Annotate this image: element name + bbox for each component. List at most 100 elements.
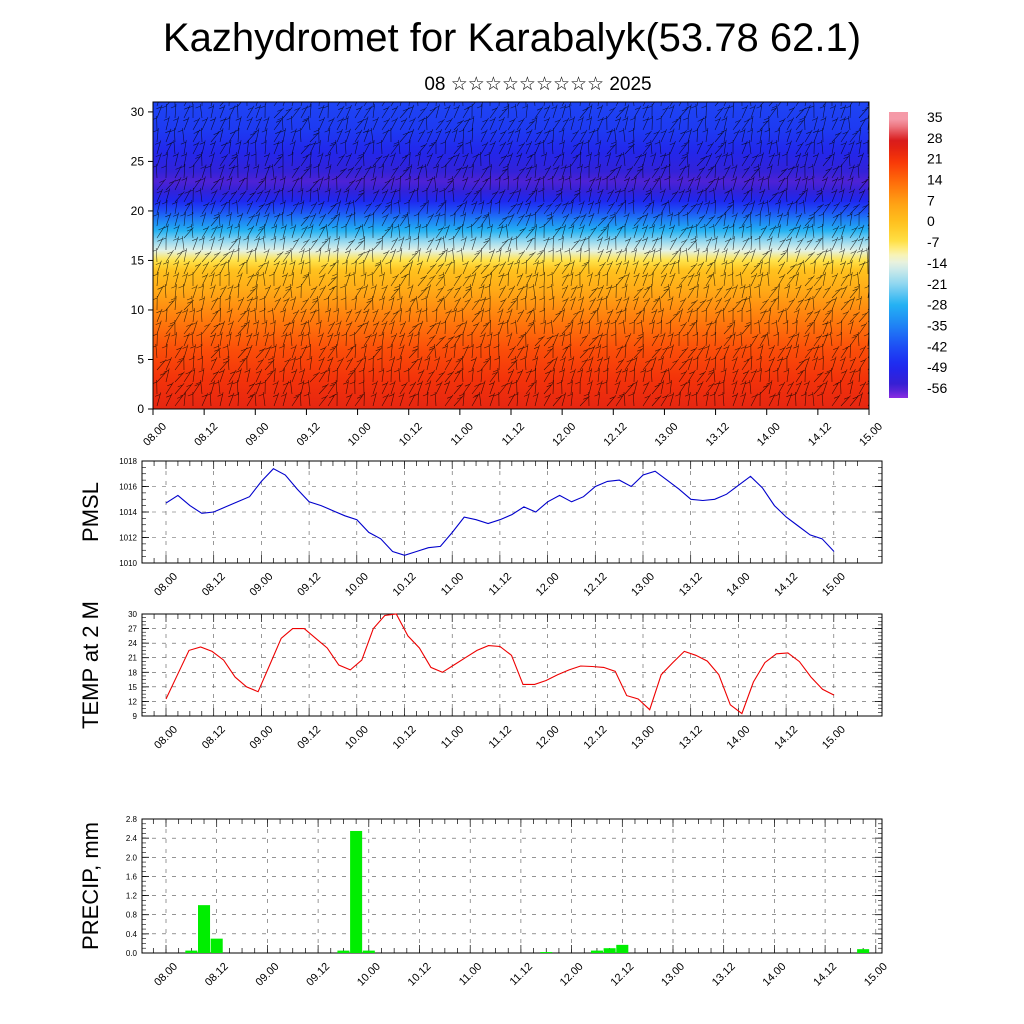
precip-bar bbox=[350, 830, 363, 953]
colorbar-label: -56 bbox=[927, 380, 947, 396]
precip-bar bbox=[603, 948, 616, 953]
x-tick-label: 11.12 bbox=[487, 571, 514, 598]
x-tick-label: 12.12 bbox=[581, 571, 609, 599]
colorbar-label: -7 bbox=[927, 234, 940, 250]
x-tick-label: 11.00 bbox=[457, 961, 484, 988]
x-tick-label: 13.12 bbox=[704, 421, 732, 449]
precip-bar bbox=[540, 952, 553, 953]
x-tick-label: 09.12 bbox=[304, 961, 332, 989]
chart-title: Kazhydromet for Karabalyk(53.78 62.1) bbox=[162, 16, 862, 60]
x-tick-label: 09.12 bbox=[295, 571, 323, 599]
x-tick-label: 13.12 bbox=[677, 571, 705, 599]
wind-barbs bbox=[153, 102, 869, 407]
y-tick-label: 0.8 bbox=[126, 911, 138, 920]
x-tick-label: 12.12 bbox=[608, 961, 636, 989]
x-tick-label: 11.00 bbox=[439, 571, 466, 598]
y-tick-label: 25 bbox=[131, 154, 145, 168]
x-tick-label: 09.00 bbox=[243, 421, 271, 449]
x-tick-label: 09.12 bbox=[295, 421, 323, 449]
y-tick-label: 1016 bbox=[119, 483, 137, 492]
y-tick-label: 18 bbox=[128, 668, 137, 677]
x-tick-label: 15.00 bbox=[820, 571, 848, 599]
temp2m-series-line bbox=[165, 613, 835, 715]
temp2m-ylabel: TEMP at 2 M bbox=[78, 601, 103, 729]
x-tick-label: 08.00 bbox=[141, 421, 169, 449]
y-tick-label: 30 bbox=[128, 610, 137, 619]
precip-bar bbox=[210, 938, 223, 953]
y-tick-label: 5 bbox=[137, 352, 144, 366]
x-tick-label: 13.12 bbox=[710, 961, 738, 989]
x-tick-label: 14.12 bbox=[806, 421, 834, 449]
x-tick-label: 12.00 bbox=[558, 961, 586, 989]
x-tick-label: 14.12 bbox=[811, 961, 839, 989]
colorbar-label: 14 bbox=[927, 172, 943, 188]
x-tick-label: 14.00 bbox=[755, 421, 783, 449]
x-tick-label: 11.12 bbox=[508, 961, 535, 988]
temperature-field bbox=[153, 102, 869, 409]
x-tick-label: 08.12 bbox=[200, 724, 228, 752]
x-tick-label: 13.00 bbox=[629, 724, 657, 752]
y-tick-label: 30 bbox=[131, 105, 145, 119]
precip-bar bbox=[198, 905, 211, 953]
colorbar-scale bbox=[889, 112, 908, 398]
x-tick-label: 12.12 bbox=[601, 421, 629, 449]
x-tick-label: 08.00 bbox=[152, 571, 180, 599]
x-tick-label: 13.00 bbox=[659, 961, 687, 989]
colorbar: 35 28 21 14 7 0 -7 -14 -21 -28 -35 -42 -49 -56 bbox=[889, 109, 947, 398]
y-tick-label: 0 bbox=[137, 402, 144, 416]
x-tick-label: 11.12 bbox=[487, 724, 514, 751]
colorbar-label: 0 bbox=[927, 213, 935, 229]
y-tick-label: 1.6 bbox=[126, 872, 138, 881]
y-tick-label: 21 bbox=[128, 654, 137, 663]
x-tick-label: 15.00 bbox=[820, 724, 848, 752]
y-tick-label: 15 bbox=[131, 253, 145, 267]
x-tick-label: 10.12 bbox=[406, 961, 434, 989]
colorbar-label: 35 bbox=[927, 109, 943, 125]
y-tick-label: 1012 bbox=[119, 534, 137, 543]
x-tick-label: 08.00 bbox=[152, 724, 180, 752]
x-tick-label: 11.00 bbox=[449, 421, 476, 448]
y-tick-label: 15 bbox=[128, 683, 137, 692]
x-tick-label: 14.00 bbox=[725, 724, 753, 752]
precip-bar bbox=[362, 950, 375, 953]
pmsl-series-line bbox=[165, 468, 835, 556]
x-tick-label: 10.12 bbox=[391, 571, 419, 599]
precip-ylabel: PRECIP, mm bbox=[78, 822, 103, 950]
y-tick-label: 1010 bbox=[119, 559, 137, 568]
y-tick-label: 12 bbox=[128, 697, 137, 706]
x-tick-label: 13.00 bbox=[653, 421, 681, 449]
x-tick-label: 10.12 bbox=[397, 421, 425, 449]
x-tick-label: 10.00 bbox=[346, 421, 374, 449]
x-tick-label: 12.00 bbox=[534, 724, 562, 752]
colorbar-label: -21 bbox=[927, 276, 947, 292]
y-tick-label: 9 bbox=[133, 712, 138, 721]
x-tick-label: 15.00 bbox=[862, 961, 890, 989]
colorbar-label: 7 bbox=[927, 192, 935, 208]
y-tick-label: 20 bbox=[131, 204, 145, 218]
x-tick-label: 12.00 bbox=[550, 421, 578, 449]
x-tick-label: 09.00 bbox=[248, 724, 276, 752]
precip-frame bbox=[141, 818, 883, 954]
y-tick-label: 1014 bbox=[119, 508, 137, 517]
colorbar-label: 28 bbox=[927, 130, 943, 146]
precip-bar bbox=[857, 949, 870, 953]
temp-panel: 30 27 24 21 18 15 12 9 08.00 08.12 09.00 09.12 10.00… bbox=[78, 601, 883, 752]
x-tick-label: 09.00 bbox=[254, 961, 282, 989]
colorbar-label: -35 bbox=[927, 317, 947, 333]
x-tick-label: 10.00 bbox=[343, 571, 371, 599]
precip-bar bbox=[185, 950, 198, 953]
y-tick-label: 0.0 bbox=[126, 949, 138, 958]
x-tick-label: 08.12 bbox=[200, 571, 228, 599]
colorbar-label: -28 bbox=[927, 297, 947, 313]
colorbar-label: -14 bbox=[927, 255, 947, 271]
y-tick-label: 1018 bbox=[119, 457, 137, 466]
x-tick-label: 08.12 bbox=[192, 421, 220, 449]
y-tick-label: 0.4 bbox=[126, 930, 138, 939]
x-tick-label: 08.12 bbox=[203, 961, 231, 989]
x-tick-label: 12.12 bbox=[581, 724, 609, 752]
x-tick-label: 15.00 bbox=[857, 421, 885, 449]
chart-subtitle: 08 ☆☆☆☆☆☆☆☆☆ 2025 bbox=[424, 74, 652, 95]
y-tick-label: 24 bbox=[128, 639, 137, 648]
x-tick-label: 14.00 bbox=[725, 571, 753, 599]
